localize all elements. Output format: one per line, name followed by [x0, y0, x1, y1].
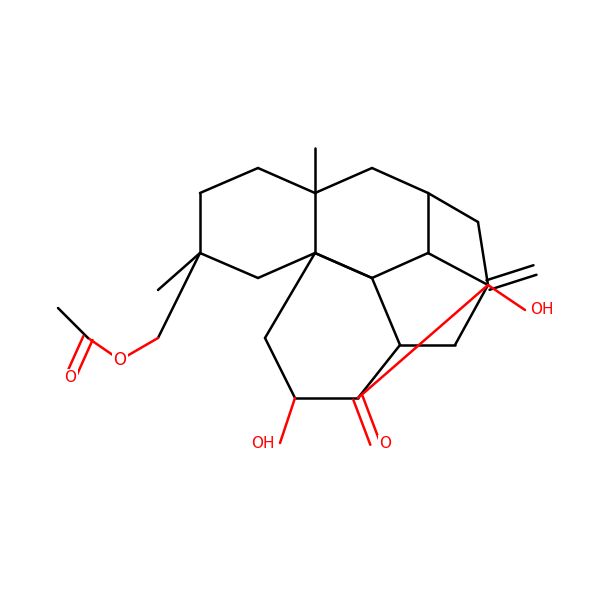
Text: O: O: [113, 351, 127, 369]
Text: O: O: [64, 370, 76, 385]
Text: OH: OH: [251, 436, 275, 451]
Text: OH: OH: [530, 302, 554, 317]
Text: O: O: [379, 436, 391, 451]
